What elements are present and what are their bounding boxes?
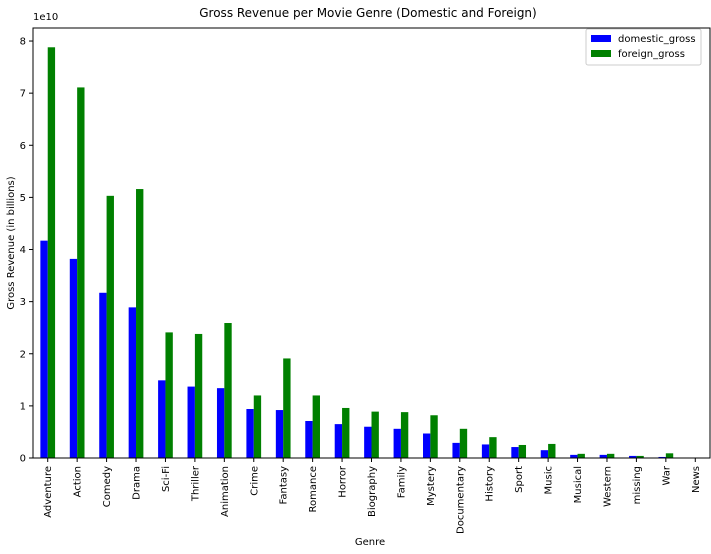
bar-domestic_gross-Family [393, 428, 401, 458]
bar-foreign_gross-Adventure [47, 47, 56, 458]
legend-box [585, 28, 702, 66]
bar-domestic_gross-Comedy [99, 292, 107, 458]
x-tick-label: Music [544, 466, 555, 494]
x-tick-label: Romance [308, 466, 319, 512]
bar-domestic_gross-Musical [570, 454, 578, 458]
y-tick-label: 7 [20, 89, 26, 100]
legend-label-domestic_gross: domestic_gross [618, 34, 696, 45]
bar-foreign_gross-Sport [518, 444, 527, 458]
bar-foreign_gross-Comedy [106, 195, 114, 458]
legend-swatch-foreign_gross [591, 50, 611, 57]
y-axis-title: Gross Revenue (in billions) [6, 176, 17, 309]
bar-domestic_gross-Sci-Fi [158, 380, 166, 458]
bar-foreign_gross-Fantasy [283, 358, 291, 458]
x-tick-label: Western [602, 466, 613, 507]
bar-foreign_gross-Horror [342, 407, 350, 458]
bars-group [40, 47, 674, 459]
y-tick-label: 3 [20, 297, 26, 308]
x-tick-label: Action [73, 466, 84, 497]
bar-domestic_gross-Drama [128, 307, 137, 458]
x-tick-label: Documentary [455, 466, 466, 534]
chart-title: Gross Revenue per Movie Genre (Domestic … [199, 6, 536, 20]
bar-domestic_gross-Western [599, 454, 607, 458]
bar-domestic_gross-History [481, 444, 490, 458]
x-tick-label: Thriller [190, 465, 201, 502]
bar-foreign_gross-Biography [371, 411, 379, 458]
x-tick-label: Crime [249, 466, 260, 496]
bar-foreign_gross-Mystery [430, 415, 438, 458]
y-tick-label: 5 [20, 193, 26, 204]
x-tick-label: Drama [132, 466, 143, 500]
x-tick-label: Adventure [43, 466, 54, 518]
x-tick-label: Biography [367, 466, 378, 517]
bar-foreign_gross-Drama [136, 189, 144, 459]
bar-domestic_gross-Romance [305, 420, 313, 458]
bar-foreign_gross-History [489, 437, 497, 458]
y-tick-label: 1 [20, 401, 26, 412]
legend-label-foreign_gross: foreign_gross [618, 49, 685, 60]
x-tick-label: Musical [573, 466, 584, 503]
bar-domestic_gross-Music [540, 450, 549, 458]
bar-domestic_gross-Thriller [187, 386, 195, 458]
x-tick-label: Horror [338, 465, 349, 498]
x-tick-label: History [485, 466, 496, 502]
bar-foreign_gross-Music [548, 443, 556, 458]
y-tick-label: 6 [20, 141, 26, 152]
bar-foreign_gross-Family [400, 412, 409, 458]
bar-foreign_gross-Crime [253, 395, 262, 458]
x-tick-label: Sci-Fi [161, 466, 172, 492]
bar-foreign_gross-Sci-Fi [165, 332, 173, 458]
bar-foreign_gross-Musical [577, 453, 585, 458]
x-tick-label: Mystery [426, 466, 437, 506]
bar-domestic_gross-War [658, 456, 666, 458]
bar-domestic_gross-Biography [364, 426, 372, 458]
bar-foreign_gross-Documentary [459, 428, 468, 458]
bar-foreign_gross-Thriller [194, 333, 203, 458]
bar-domestic_gross-Fantasy [275, 410, 284, 458]
bar-foreign_gross-Action [77, 87, 85, 459]
bar-foreign_gross-Western [606, 453, 615, 458]
x-tick-label: Fantasy [279, 466, 290, 505]
bar-domestic_gross-Mystery [423, 433, 431, 458]
x-axis: Adventure Action Comedy Drama Sci-Fi Thriller… [43, 458, 702, 534]
bar-domestic_gross-Horror [334, 424, 343, 458]
x-tick-label: Comedy [102, 466, 113, 507]
bar-foreign_gross-Romance [312, 395, 320, 458]
bar-domestic_gross-Documentary [452, 442, 460, 458]
legend-swatch-domestic_gross [591, 35, 611, 42]
bar-domestic_gross-Crime [246, 409, 254, 458]
y-tick-label: 4 [20, 245, 26, 256]
bar-foreign_gross-Animation [224, 323, 232, 458]
y-axis-offset-label: 1e10 [33, 12, 58, 23]
legend: domestic_gross foreign_gross [585, 28, 702, 66]
bar-domestic_gross-Animation [216, 388, 225, 458]
bar-domestic_gross-Action [69, 258, 78, 458]
bar-domestic_gross-Adventure [40, 240, 48, 458]
bar-foreign_gross-War [665, 453, 674, 458]
y-tick-label: 8 [20, 37, 26, 48]
y-tick-label: 0 [20, 454, 26, 465]
plot-frame [32, 27, 711, 459]
x-tick-label: Family [396, 466, 407, 498]
x-tick-label: missing [632, 466, 643, 504]
x-axis-title: Genre [355, 537, 385, 548]
bar-domestic_gross-missing [629, 455, 637, 458]
x-tick-label: News [691, 466, 702, 493]
x-tick-label: War [661, 465, 672, 485]
y-tick-label: 2 [20, 349, 26, 360]
x-tick-label: Animation [220, 466, 231, 517]
bar-domestic_gross-Sport [511, 447, 519, 458]
x-tick-label: Sport [514, 466, 525, 493]
bar-foreign_gross-missing [636, 455, 644, 458]
y-axis: 0 1 2 3 4 5 6 7 8 [20, 37, 33, 465]
